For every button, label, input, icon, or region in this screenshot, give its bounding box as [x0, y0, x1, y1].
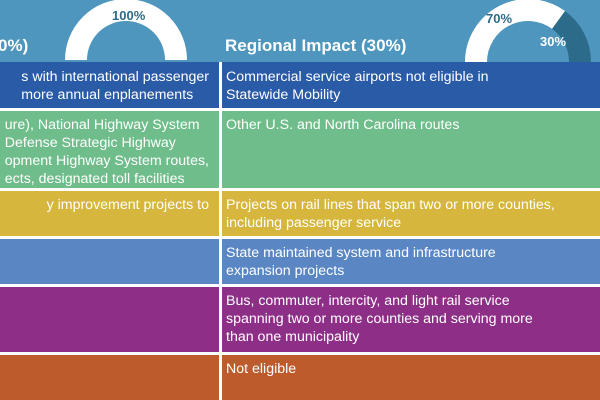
regional-text: State maintained system and infrastructu…	[226, 244, 496, 280]
regional-text-line: State maintained system and infrastructu…	[226, 245, 496, 261]
regional-title: Regional Impact (30%)	[225, 36, 407, 55]
regional-cell-aviation: Commercial service airports not eligible…	[222, 62, 600, 110]
regional-text-line: Projects on rail lines that span two or …	[226, 197, 555, 213]
statewide-cell-transit	[0, 286, 219, 354]
statewide-gauge: 100%	[62, 0, 190, 60]
regional-text: Projects on rail lines that span two or …	[226, 196, 555, 232]
statewide-text: s with international passenger more annua…	[21, 68, 209, 104]
statewide-cell-highway: ure), National Highway System Defense Str…	[0, 110, 219, 190]
regional-text-line: including passenger service	[226, 215, 402, 231]
column-divider	[219, 238, 222, 286]
row-separator	[0, 284, 600, 287]
statewide-text-line: opment Highway System routes,	[4, 153, 209, 169]
statewide-text-line: ure), National Highway System	[4, 117, 200, 133]
column-divider	[219, 62, 222, 110]
statewide-cell-rail: y improvement projects to	[0, 190, 219, 238]
row-separator	[0, 188, 600, 191]
statewide-text-line: more annual enplanements	[21, 87, 194, 103]
regional-gauge-label-30: 30%	[540, 34, 567, 49]
regional-text-line: Not eligible	[226, 361, 297, 377]
regional-text-line: Other U.S. and North Carolina routes	[226, 117, 460, 133]
row-separator	[0, 108, 600, 111]
regional-gauge-label-70: 70%	[486, 11, 513, 26]
statewide-text-line: s with international passenger	[21, 69, 209, 85]
statewide-text: y improvement projects to	[47, 196, 209, 214]
table-row-transit: Bus, commuter, intercity, and light rail…	[0, 286, 600, 354]
statewide-cell-ferry	[0, 238, 219, 286]
column-divider	[219, 190, 222, 238]
regional-text: Other U.S. and North Carolina routes	[226, 116, 459, 134]
regional-cell-rail: Projects on rail lines that span two or …	[222, 190, 600, 238]
table-row-ferry: State maintained system and infrastructu…	[0, 238, 600, 286]
statewide-text-line: y improvement projects to	[46, 197, 209, 213]
table-row-aviation: s with international passenger more annua…	[0, 62, 600, 110]
regional-text-line: spanning two or more counties and servin…	[226, 311, 533, 327]
statewide-text-line: ects, designated toll facilities	[4, 171, 185, 187]
row-separator	[0, 352, 600, 355]
table-row-rail: y improvement projects to Projects on rai…	[0, 190, 600, 238]
statewide-text-line: Defense Strategic Highway	[4, 135, 176, 151]
regional-text-line: expansion projects	[226, 263, 345, 279]
table-row-highway: ure), National Highway System Defense Str…	[0, 110, 600, 190]
column-divider	[219, 286, 222, 354]
regional-gauge-segment-70	[465, 0, 566, 62]
statewide-cell-bike-ped	[0, 354, 219, 400]
column-divider	[219, 354, 222, 400]
statewide-title: 0%)	[0, 36, 29, 55]
table-row-bike-ped: Not eligible	[0, 354, 600, 400]
regional-gauge-segment-30	[551, 11, 591, 62]
regional-cell-bike-ped: Not eligible	[222, 354, 600, 400]
regional-cell-transit: Bus, commuter, intercity, and light rail…	[222, 286, 600, 354]
regional-text: Bus, commuter, intercity, and light rail…	[226, 292, 533, 346]
table-header: 0%) 100% Regional Impact (30%) 70% 30%	[0, 0, 600, 62]
regional-cell-ferry: State maintained system and infrastructu…	[222, 238, 600, 286]
regional-text: Commercial service airports not eligible…	[226, 68, 489, 104]
statewide-gauge-label: 100%	[112, 8, 146, 23]
column-divider	[219, 110, 222, 190]
statewide-gauge-arc	[65, 0, 187, 60]
regional-text-line: Bus, commuter, intercity, and light rail…	[226, 293, 510, 309]
regional-text-line: Commercial service airports not eligible…	[226, 69, 489, 85]
statewide-text: ure), National Highway System Defense Str…	[5, 116, 209, 188]
statewide-cell-aviation: s with international passenger more annua…	[0, 62, 219, 110]
row-separator	[0, 236, 600, 239]
regional-cell-highway: Other U.S. and North Carolina routes	[222, 110, 600, 190]
regional-gauge: 70% 30%	[456, 0, 600, 62]
regional-text-line: than one municipality	[226, 329, 360, 345]
regional-text: Not eligible	[226, 360, 296, 378]
regional-text-line: Statewide Mobility	[226, 87, 341, 103]
